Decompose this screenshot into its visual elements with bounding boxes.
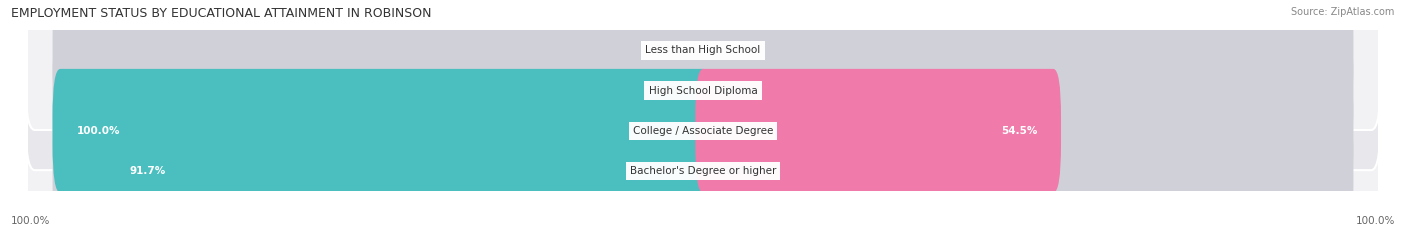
FancyBboxPatch shape bbox=[52, 69, 710, 193]
Text: 91.7%: 91.7% bbox=[129, 166, 166, 176]
FancyBboxPatch shape bbox=[696, 69, 1062, 193]
Text: 0.0%: 0.0% bbox=[654, 86, 681, 96]
Text: Bachelor's Degree or higher: Bachelor's Degree or higher bbox=[630, 166, 776, 176]
Text: 100.0%: 100.0% bbox=[76, 126, 120, 136]
FancyBboxPatch shape bbox=[25, 0, 1381, 130]
FancyBboxPatch shape bbox=[52, 0, 710, 112]
FancyBboxPatch shape bbox=[696, 109, 1354, 233]
Text: 0.0%: 0.0% bbox=[654, 45, 681, 55]
FancyBboxPatch shape bbox=[52, 109, 710, 233]
FancyBboxPatch shape bbox=[52, 29, 710, 152]
FancyBboxPatch shape bbox=[25, 91, 1381, 233]
FancyBboxPatch shape bbox=[25, 11, 1381, 170]
Text: EMPLOYMENT STATUS BY EDUCATIONAL ATTAINMENT IN ROBINSON: EMPLOYMENT STATUS BY EDUCATIONAL ATTAINM… bbox=[11, 7, 432, 20]
FancyBboxPatch shape bbox=[696, 69, 1354, 193]
Text: 54.5%: 54.5% bbox=[1001, 126, 1038, 136]
FancyBboxPatch shape bbox=[105, 109, 710, 233]
FancyBboxPatch shape bbox=[696, 0, 1354, 112]
Text: 100.0%: 100.0% bbox=[1355, 216, 1395, 226]
Text: College / Associate Degree: College / Associate Degree bbox=[633, 126, 773, 136]
Text: Less than High School: Less than High School bbox=[645, 45, 761, 55]
Text: Source: ZipAtlas.com: Source: ZipAtlas.com bbox=[1291, 7, 1395, 17]
FancyBboxPatch shape bbox=[52, 69, 710, 193]
Text: 0.0%: 0.0% bbox=[725, 45, 752, 55]
FancyBboxPatch shape bbox=[696, 29, 1354, 152]
Text: 100.0%: 100.0% bbox=[11, 216, 51, 226]
Text: 0.0%: 0.0% bbox=[725, 166, 752, 176]
Text: High School Diploma: High School Diploma bbox=[648, 86, 758, 96]
Text: 0.0%: 0.0% bbox=[725, 86, 752, 96]
FancyBboxPatch shape bbox=[25, 51, 1381, 210]
